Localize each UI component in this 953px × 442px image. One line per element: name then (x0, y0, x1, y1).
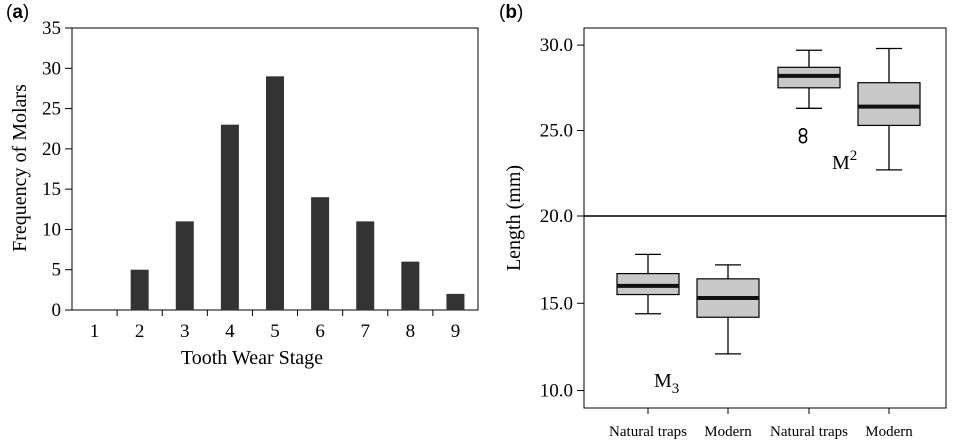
y-tick-label-a: 0 (52, 300, 62, 321)
bar (220, 124, 239, 310)
upper-y-tick-label: 25.0 (540, 121, 573, 142)
x-tick-label-a: 5 (270, 321, 280, 342)
lower-annotation: M3 (654, 370, 679, 397)
upper-box (857, 82, 921, 127)
bar (311, 197, 330, 310)
x-tick-label-a: 2 (135, 321, 145, 342)
plot-frame-b (583, 27, 947, 409)
y-tick-label-a: 35 (42, 18, 61, 39)
plot-area-a: 0 5 10 15 20 25 30 35 1 2 3 4 5 6 7 8 9 (42, 18, 479, 342)
panel-b-label: (b) (499, 2, 523, 23)
upper-y-tick-label: 20.0 (540, 206, 573, 227)
y-tick-label-a: 25 (42, 99, 61, 120)
x-tick-label-a: 8 (406, 321, 416, 342)
plot-area-b: 20.0 25.0 30.0 10.0 15.0 M2 M3 Natural traps Mod… (540, 27, 947, 440)
y-tick-label-a: 5 (52, 260, 62, 281)
panel-a-bar-chart: (a) Frequency of Molars Tooth Wear Stage… (6, 2, 479, 369)
y-tick-label-a: 20 (42, 139, 61, 160)
y-axis-title-a: Frequency of Molars (9, 84, 31, 252)
bar (130, 269, 149, 310)
x-tick-label-a: 4 (225, 321, 235, 342)
lower-y-tick-label: 15.0 (540, 293, 573, 314)
y-tick-label-a: 10 (42, 219, 61, 240)
x-tick-label-b: Modern (704, 424, 752, 440)
x-tick-label-a: 7 (360, 321, 370, 342)
panel-a-label: (a) (6, 2, 29, 23)
bar (446, 293, 465, 310)
upper-annotation-superscript: 2 (850, 148, 858, 164)
y-tick-label-a: 15 (42, 179, 61, 200)
panel-b-box-plot: (b) Length (mm) 20.0 25.0 30.0 10.0 15.0 M2 M3… (499, 2, 947, 440)
lower-annotation-subscript: 3 (672, 381, 680, 397)
y-axis-title-b: Length (mm) (503, 165, 525, 271)
x-tick-label-a: 3 (180, 321, 190, 342)
bar (175, 221, 194, 310)
bar (266, 76, 284, 310)
x-tick-label-a: 9 (451, 321, 461, 342)
x-axis-title-a: Tooth Wear Stage (181, 347, 323, 369)
bar (356, 221, 375, 310)
x-tick-label-a: 1 (90, 321, 100, 342)
x-tick-label-a: 6 (315, 321, 325, 342)
x-tick-label-b: Natural traps (609, 424, 687, 440)
lower-y-tick-label: 10.0 (540, 381, 573, 402)
upper-y-tick-label: 30.0 (540, 35, 573, 56)
x-tick-label-b: Modern (865, 424, 913, 440)
y-tick-label-a: 30 (42, 58, 61, 79)
x-tick-label-b: Natural traps (770, 424, 848, 440)
bar (401, 261, 420, 310)
upper-annotation: M2 (832, 148, 857, 174)
upper-outlier (798, 134, 808, 144)
